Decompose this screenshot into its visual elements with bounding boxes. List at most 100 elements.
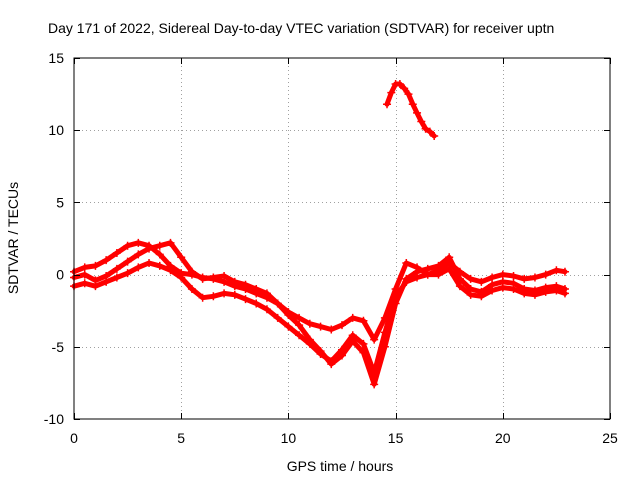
x-tick-label: 0 bbox=[70, 430, 78, 446]
data-point bbox=[395, 79, 404, 88]
data-point bbox=[445, 253, 454, 262]
data-point bbox=[134, 263, 143, 272]
data-point bbox=[477, 277, 486, 286]
data-point bbox=[383, 100, 392, 109]
data-point bbox=[284, 322, 293, 331]
data-point bbox=[145, 244, 154, 253]
data-point bbox=[102, 277, 111, 286]
grid bbox=[74, 58, 610, 419]
data-point bbox=[241, 295, 250, 304]
data-point bbox=[198, 274, 207, 283]
data-point bbox=[560, 289, 569, 298]
data-point bbox=[295, 321, 304, 330]
data-point bbox=[520, 289, 529, 298]
data-point bbox=[91, 282, 100, 291]
data-point bbox=[466, 274, 475, 283]
data-point bbox=[445, 264, 454, 273]
y-axis-label: SDTVAR / TECUs bbox=[5, 182, 21, 294]
data-point bbox=[112, 273, 121, 282]
data-point bbox=[155, 261, 164, 270]
data-point bbox=[80, 279, 89, 288]
y-tick-label: 0 bbox=[56, 267, 64, 283]
data-point bbox=[413, 273, 422, 282]
data-point bbox=[230, 290, 239, 299]
data-point bbox=[134, 238, 143, 247]
data-point bbox=[198, 293, 207, 302]
data-point bbox=[316, 322, 325, 331]
data-point bbox=[145, 259, 154, 268]
data-point bbox=[155, 241, 164, 250]
data-point bbox=[177, 273, 186, 282]
data-point bbox=[177, 253, 186, 262]
data-point bbox=[387, 88, 396, 97]
data-point bbox=[166, 238, 175, 247]
data-point bbox=[134, 250, 143, 259]
data-point bbox=[425, 127, 434, 136]
data-point bbox=[91, 261, 100, 270]
data-point bbox=[348, 331, 357, 340]
x-tick-label: 10 bbox=[281, 430, 297, 446]
data-point bbox=[252, 285, 261, 294]
x-tick-label: 25 bbox=[602, 430, 618, 446]
data-point bbox=[295, 313, 304, 322]
data-point bbox=[498, 283, 507, 292]
data-point bbox=[241, 280, 250, 289]
data-point bbox=[305, 319, 314, 328]
x-axis-label: GPS time / hours bbox=[287, 458, 394, 474]
data-point bbox=[552, 286, 561, 295]
data-point bbox=[421, 124, 430, 133]
data-point bbox=[552, 266, 561, 275]
data-point bbox=[102, 256, 111, 265]
data-point bbox=[262, 289, 271, 298]
data-point bbox=[359, 339, 368, 348]
data-point bbox=[402, 259, 411, 268]
data-point bbox=[80, 270, 89, 279]
data-point bbox=[391, 292, 400, 301]
data-point bbox=[252, 299, 261, 308]
data-point bbox=[155, 250, 164, 259]
data-point bbox=[187, 285, 196, 294]
data-point bbox=[327, 325, 336, 334]
data-point bbox=[295, 331, 304, 340]
axis-ticks: 0 5 10 15 20 25 -10 -5 0 5 10 15 bbox=[44, 50, 618, 446]
data-point bbox=[455, 282, 464, 291]
data-point bbox=[220, 272, 229, 281]
data-point bbox=[541, 270, 550, 279]
data-point bbox=[273, 313, 282, 322]
y-tick-label: 15 bbox=[48, 50, 64, 66]
y-tick-label: -5 bbox=[52, 339, 65, 355]
data-point bbox=[413, 108, 422, 117]
data-point bbox=[541, 287, 550, 296]
data-point bbox=[466, 290, 475, 299]
data-point bbox=[370, 335, 379, 344]
data-point bbox=[400, 84, 409, 93]
data-series bbox=[70, 79, 569, 389]
data-point bbox=[220, 289, 229, 298]
data-point bbox=[123, 269, 132, 278]
data-point bbox=[477, 292, 486, 301]
data-point bbox=[123, 257, 132, 266]
chart-title: Day 171 of 2022, Sidereal Day-to-day VTE… bbox=[48, 20, 554, 36]
data-point bbox=[230, 277, 239, 286]
data-point bbox=[187, 267, 196, 276]
data-point bbox=[434, 261, 443, 270]
data-point bbox=[327, 357, 336, 366]
y-tick-label: 5 bbox=[56, 194, 64, 210]
data-point bbox=[370, 368, 379, 377]
data-point bbox=[408, 100, 417, 109]
data-point bbox=[209, 273, 218, 282]
data-point bbox=[423, 270, 432, 279]
x-tick-label: 5 bbox=[177, 430, 185, 446]
data-point bbox=[112, 264, 121, 273]
data-point bbox=[316, 350, 325, 359]
data-point bbox=[434, 270, 443, 279]
data-point bbox=[520, 274, 529, 283]
data-point bbox=[488, 273, 497, 282]
data-point bbox=[402, 277, 411, 286]
x-tick-label: 15 bbox=[388, 430, 404, 446]
data-point bbox=[305, 339, 314, 348]
series-track-4 bbox=[383, 79, 439, 140]
data-point bbox=[380, 328, 389, 337]
data-point bbox=[338, 321, 346, 330]
